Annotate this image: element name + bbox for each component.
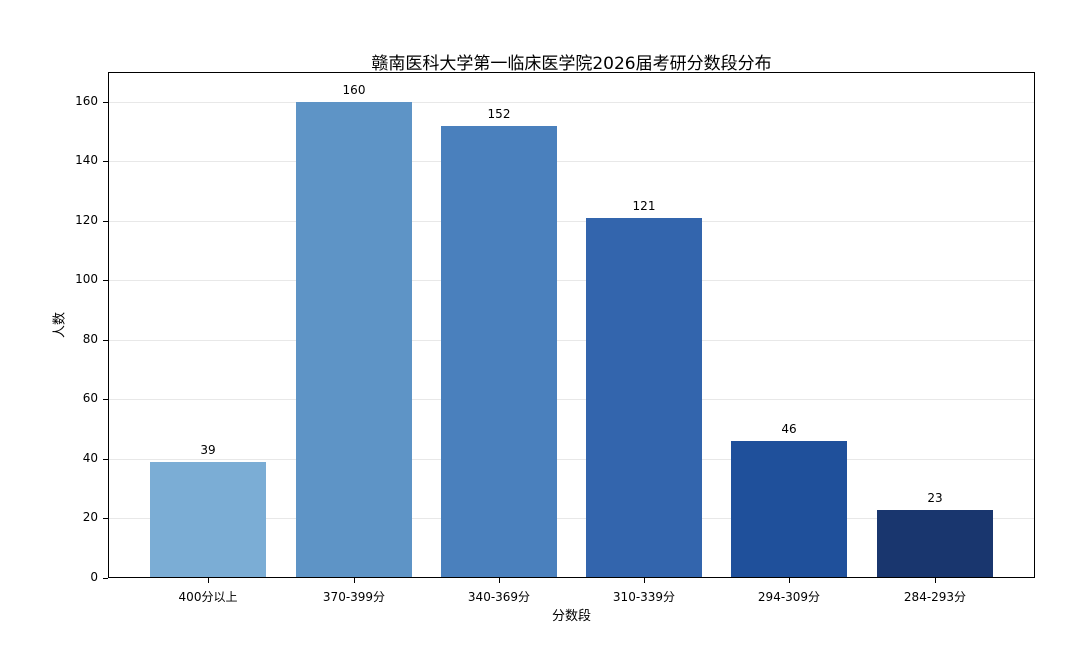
y-tick-label: 80 bbox=[82, 331, 98, 346]
x-tick-label: 284-293分 bbox=[903, 590, 967, 604]
gridline bbox=[109, 101, 1034, 103]
y-tick-mark bbox=[103, 220, 108, 222]
y-tick-label: 40 bbox=[82, 450, 98, 465]
y-tick-mark bbox=[103, 458, 108, 460]
bar bbox=[877, 509, 993, 578]
x-tick-label: 310-339分 bbox=[612, 590, 676, 604]
x-tick-label: 370-399分 bbox=[322, 590, 386, 604]
y-tick-mark bbox=[103, 101, 108, 103]
gridline bbox=[109, 220, 1034, 222]
x-tick-mark bbox=[208, 578, 209, 583]
x-tick-mark bbox=[644, 578, 645, 583]
gridline bbox=[109, 458, 1034, 460]
x-tick-mark bbox=[354, 578, 355, 583]
x-axis-title: 分数段 bbox=[551, 609, 591, 624]
x-tick-label: 340-369分 bbox=[467, 590, 531, 604]
gridline bbox=[109, 339, 1034, 341]
x-tick-mark bbox=[789, 578, 790, 583]
gridline bbox=[109, 399, 1034, 401]
y-tick-label: 120 bbox=[75, 212, 98, 227]
y-tick-mark bbox=[103, 399, 108, 401]
y-tick-label: 60 bbox=[82, 391, 98, 406]
bar-value-label: 160 bbox=[342, 82, 366, 97]
bar-value-label: 152 bbox=[487, 106, 511, 121]
x-tick-mark bbox=[499, 578, 500, 583]
y-tick-mark bbox=[103, 578, 108, 579]
y-axis-title: 人数 bbox=[52, 311, 68, 339]
y-tick-label: 140 bbox=[75, 153, 98, 168]
y-tick-mark bbox=[103, 518, 108, 520]
bar bbox=[150, 461, 266, 578]
x-tick-label: 400分以上 bbox=[178, 590, 238, 604]
bar-value-label: 23 bbox=[927, 490, 943, 505]
bar-value-label: 39 bbox=[200, 442, 216, 457]
bar bbox=[731, 441, 847, 578]
chart-title: 赣南医科大学第一临床医学院2026届考研分数段分布 bbox=[371, 54, 772, 74]
gridline bbox=[109, 280, 1034, 282]
y-tick-label: 160 bbox=[75, 93, 98, 108]
bar-value-label: 121 bbox=[632, 198, 656, 213]
y-tick-mark bbox=[103, 161, 108, 163]
bar bbox=[586, 217, 702, 578]
bar bbox=[296, 101, 412, 578]
bar-value-label: 46 bbox=[781, 422, 797, 437]
gridline bbox=[109, 518, 1034, 520]
y-tick-mark bbox=[103, 339, 108, 341]
bar bbox=[441, 125, 557, 578]
y-tick-mark bbox=[103, 280, 108, 282]
y-tick-label: 100 bbox=[75, 272, 98, 287]
x-tick-label: 294-309分 bbox=[757, 590, 821, 604]
y-tick-label: 20 bbox=[82, 510, 98, 525]
x-tick-mark bbox=[935, 578, 936, 583]
y-tick-label: 0 bbox=[90, 570, 98, 584]
gridline bbox=[109, 161, 1034, 163]
